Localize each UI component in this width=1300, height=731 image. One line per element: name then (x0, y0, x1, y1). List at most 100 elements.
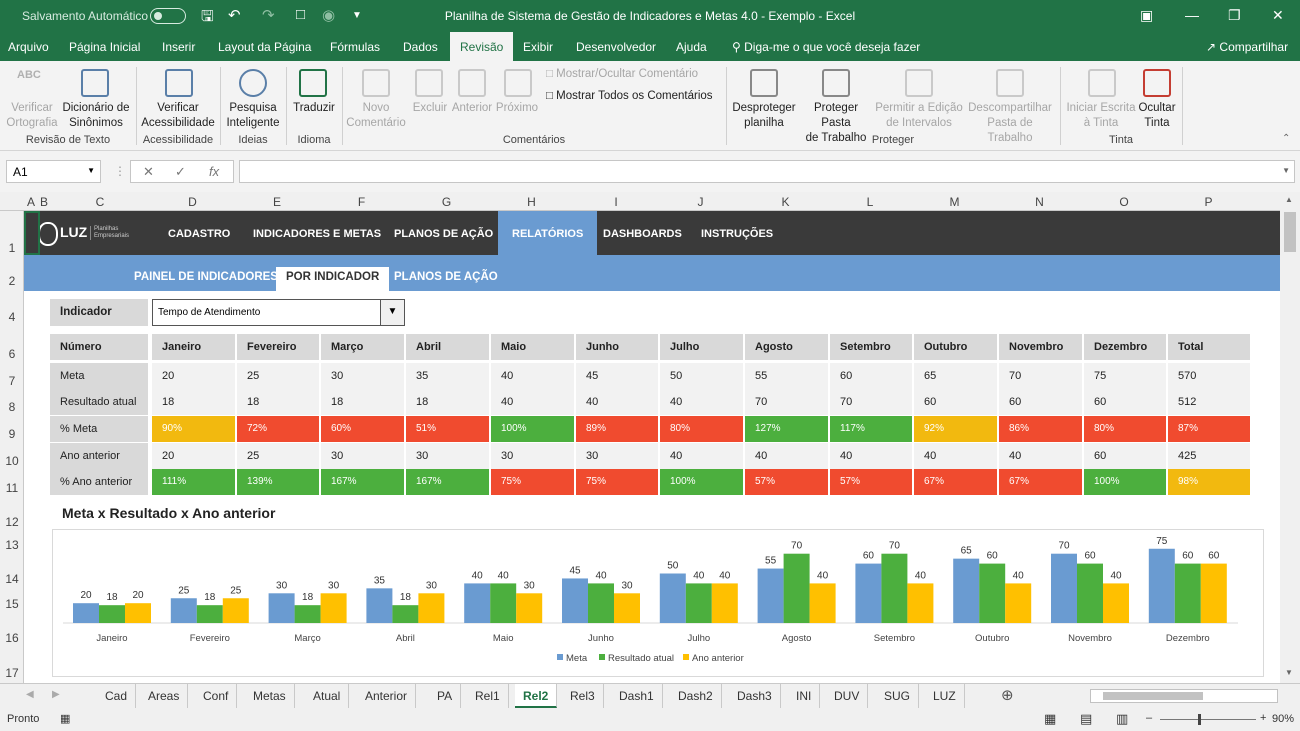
prev-sheet-icon[interactable]: ◀ (26, 689, 34, 700)
tab-dados[interactable]: Dados (403, 40, 438, 54)
ribbon-display-icon[interactable]: ▣ (1140, 7, 1154, 23)
collapse-ribbon-icon[interactable]: ⌃ (1282, 133, 1291, 144)
enter-icon[interactable]: ✓ (175, 164, 186, 179)
row-header[interactable]: 6 (8, 347, 16, 361)
tab-arquivo[interactable]: Arquivo (8, 40, 49, 54)
sheet-tab-rel3[interactable]: Rel3 (562, 684, 604, 708)
col-header[interactable]: A (26, 195, 35, 209)
insert-function-button[interactable]: fx (209, 164, 220, 179)
row-header[interactable]: 12 (5, 515, 19, 529)
row-header[interactable]: 11 (5, 481, 19, 495)
tell-me-search[interactable]: ⚲ Diga-me o que você deseja fazer (732, 40, 920, 54)
nav-indicadores-metas[interactable]: INDICADORES E METAS (253, 228, 382, 240)
sheet-tab-luz[interactable]: LUZ (925, 684, 965, 708)
excluir-button[interactable]: Excluir (410, 101, 450, 116)
next-sheet-icon[interactable]: ▶ (52, 689, 60, 700)
tab-layout[interactable]: Layout da Página (218, 40, 312, 54)
expand-formula-icon[interactable]: ▼ (1282, 166, 1290, 175)
col-header[interactable]: O (1119, 195, 1129, 209)
col-header[interactable]: P (1204, 195, 1213, 209)
scroll-thumb[interactable] (1284, 212, 1296, 252)
row-header[interactable]: 2 (8, 274, 16, 288)
col-header[interactable]: K (781, 195, 790, 209)
zoom-slider[interactable] (1160, 714, 1256, 725)
col-header[interactable]: E (272, 195, 281, 209)
redo-icon[interactable]: ↷ (262, 7, 275, 24)
col-header[interactable]: N (1035, 195, 1044, 209)
subnav-por-indicador[interactable]: POR INDICADOR (276, 267, 390, 291)
mostrar-ocultar-comentario[interactable]: □ Mostrar/Ocultar Comentário (546, 68, 698, 80)
proteger-pasta-button[interactable]: Proteger Pasta de Trabalho (798, 101, 874, 146)
sheet-tab-dash1[interactable]: Dash1 (611, 684, 663, 708)
sheet-tab-areas[interactable]: Areas (140, 684, 189, 708)
cancel-icon[interactable]: ✕ (143, 164, 154, 179)
col-header[interactable]: M (949, 195, 960, 209)
nav-relatorios[interactable]: RELATÓRIOS (498, 211, 598, 255)
subnav-painel-indicadores[interactable]: PAINEL DE INDICADORES (134, 271, 278, 283)
horizontal-scrollbar[interactable] (1090, 689, 1278, 703)
anterior-button[interactable]: Anterior (450, 101, 494, 116)
tab-ajuda[interactable]: Ajuda (676, 40, 707, 54)
row-header[interactable]: 8 (8, 400, 16, 414)
hscroll-thumb[interactable] (1103, 692, 1203, 700)
verificar-ortografia-button[interactable]: Verificar Ortografia (4, 101, 60, 131)
autosave-toggle[interactable] (150, 8, 186, 24)
sheet-tab-ini[interactable]: INI (788, 684, 821, 708)
sheet-tab-anterior[interactable]: Anterior (357, 684, 417, 708)
dropdown-arrow-icon[interactable]: ▼ (380, 300, 404, 325)
zoom-level[interactable]: 90% (1272, 713, 1295, 725)
subnav-planos-acao[interactable]: PLANOS DE AÇÃO (394, 271, 498, 283)
ocultar-tinta-button[interactable]: Ocultar Tinta (1134, 101, 1180, 131)
sheet-tab-atual[interactable]: Atual (305, 684, 350, 708)
macro-record-icon[interactable]: ▦ (60, 713, 71, 725)
print-preview-icon[interactable]: □ (296, 6, 306, 23)
scroll-down-icon[interactable]: ▼ (1285, 668, 1293, 677)
desproteger-planilha-button[interactable]: Desproteger planilha (730, 101, 798, 131)
mostrar-todos-comentarios[interactable]: □ Mostrar Todos os Comentários (546, 90, 713, 102)
row-header[interactable]: 9 (8, 427, 16, 441)
sheet-tab-duv[interactable]: DUV (826, 684, 869, 708)
row-header[interactable]: 15 (5, 597, 19, 611)
row-header[interactable]: 1 (8, 241, 16, 255)
row-header[interactable]: 10 (5, 454, 19, 468)
minimize-icon[interactable]: — (1185, 7, 1199, 23)
formula-input[interactable]: ▼ (239, 160, 1295, 183)
row-header[interactable]: 13 (5, 538, 19, 552)
tab-exibir[interactable]: Exibir (523, 40, 554, 54)
permitir-edicao-button[interactable]: Permitir a Edição de Intervalos (874, 101, 964, 131)
zoom-in-icon[interactable]: + (1260, 712, 1267, 724)
vertical-scrollbar[interactable]: ▲ ▼ (1280, 192, 1300, 683)
sheet-tab-pa[interactable]: PA (429, 684, 462, 708)
nav-cadastro[interactable]: CADASTRO (168, 228, 231, 240)
pesquisa-inteligente-button[interactable]: Pesquisa Inteligente (222, 101, 284, 131)
sheet-tab-dash3[interactable]: Dash3 (729, 684, 781, 708)
row-header[interactable]: 14 (5, 572, 19, 586)
row-header[interactable]: 4 (8, 310, 16, 324)
page-break-view-icon[interactable]: ▥ (1116, 711, 1129, 726)
share-button[interactable]: ↗ Compartilhar (1206, 40, 1288, 54)
col-header[interactable]: J (697, 195, 704, 209)
sheet-tab-conf[interactable]: Conf (195, 684, 238, 708)
sheet-tab-cad[interactable]: Cad (97, 684, 137, 708)
scroll-up-icon[interactable]: ▲ (1285, 195, 1293, 204)
traduzir-button[interactable]: Traduzir (288, 101, 340, 116)
verificar-acessibilidade-button[interactable]: Verificar Acessibilidade (138, 101, 218, 131)
nav-dashboards[interactable]: DASHBOARDS (603, 228, 682, 240)
sheet-tab-sug[interactable]: SUG (876, 684, 920, 708)
nav-planos-acao[interactable]: PLANOS DE AÇÃO (394, 228, 494, 240)
close-icon[interactable]: ✕ (1272, 7, 1284, 23)
dicionario-sinonimos-button[interactable]: Dicionário de Sinônimos (60, 101, 132, 131)
camera-icon[interactable]: ◉ (322, 7, 336, 24)
col-header[interactable]: D (188, 195, 197, 209)
descompartilhar-button[interactable]: Descompartilhar Pasta de Trabalho (964, 101, 1056, 146)
row-header[interactable]: 7 (8, 374, 16, 388)
col-header[interactable]: F (357, 195, 366, 209)
col-header[interactable]: I (614, 195, 618, 209)
save-icon[interactable]: 🖫 (201, 8, 214, 25)
sheet-tab-rel2[interactable]: Rel2 (515, 684, 558, 708)
tab-pagina-inicial[interactable]: Página Inicial (69, 40, 141, 54)
tab-revisao[interactable]: Revisão (450, 32, 514, 61)
customize-qat-icon[interactable]: ▼ (352, 10, 362, 21)
col-header[interactable]: G (441, 195, 452, 209)
name-box[interactable]: A1 ▼ (6, 160, 101, 183)
